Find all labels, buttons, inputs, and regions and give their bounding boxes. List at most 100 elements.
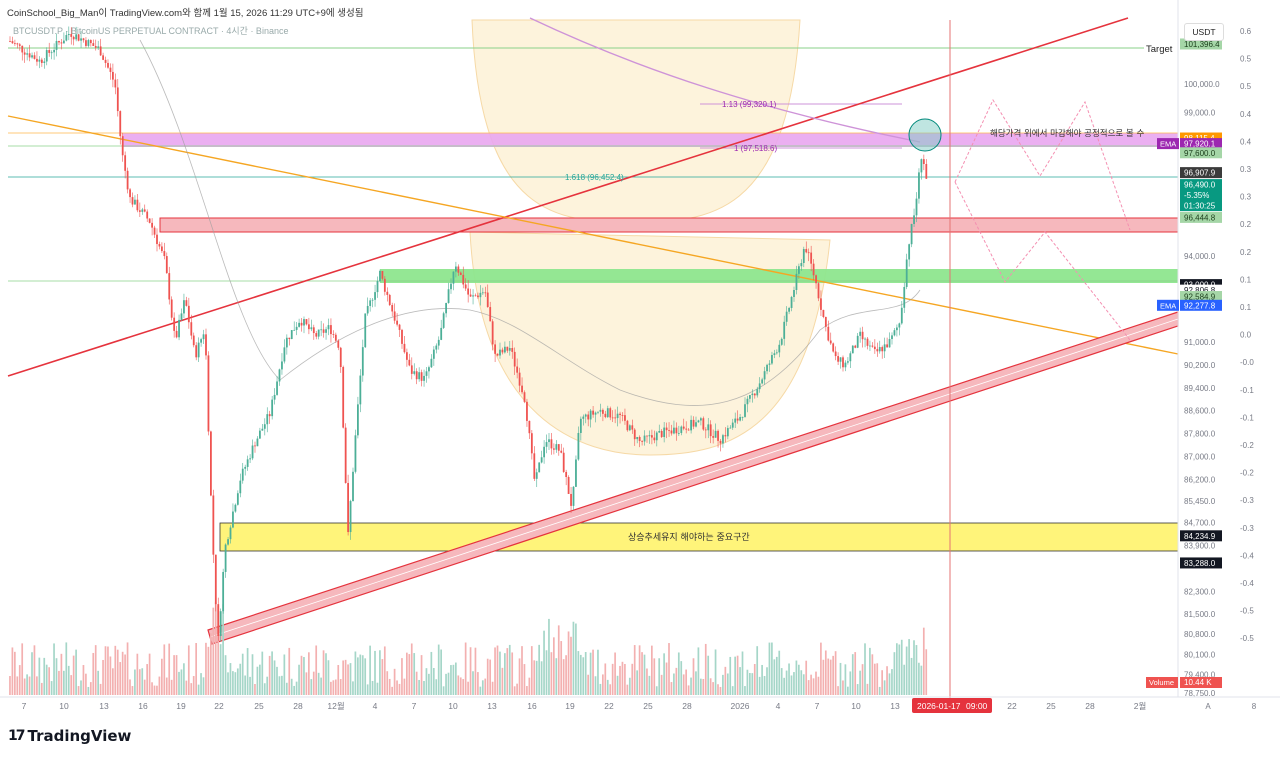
volume-bar [366,684,369,695]
yellow-support-zone[interactable] [219,522,1179,552]
volume-bar [584,652,587,695]
candle-body [437,339,440,346]
candle-body [94,45,97,48]
candle-body [513,351,516,367]
price-label-box [1180,200,1222,212]
candle-body [589,410,592,420]
volume-bar [104,646,107,695]
orange-descending-line[interactable] [7,115,1179,355]
volume-bar [675,667,678,695]
date-marker-date: 2026-01-17 [917,701,961,711]
volume-bar [129,679,131,695]
volume-bar [425,668,428,695]
candle-body [187,305,190,323]
candle-body [496,353,499,356]
candle-body [126,170,129,190]
candle-body [102,55,104,60]
secondary-scale-label: -0.5 [1240,607,1254,616]
volume-bar [183,663,185,695]
volume-bar [136,653,139,695]
candle-body [658,430,661,433]
candle-body [810,252,813,264]
volume-bar [273,660,276,695]
symbol-text: BTCUSDT.P · BitcoinUS PERPETUAL CONTRACT… [13,26,289,36]
candle-body [550,439,553,449]
candle-body [504,346,506,353]
price-label: 92,806.8 [1184,286,1216,295]
candle-body [619,413,621,416]
volume-bar [14,651,16,695]
volume-bar [207,646,210,695]
candle-body [918,172,920,199]
volume-bar [817,676,820,695]
upper-red-trendline[interactable] [7,17,1129,377]
red-resistance-zone[interactable] [159,217,1179,233]
tradingview-logo[interactable]: 17 TradingView [8,726,131,746]
candle-body [121,136,124,156]
candle-body [626,420,629,431]
candle-body [214,554,217,605]
candle-body [707,424,710,431]
candle-body [136,199,139,211]
price-tick-label: 99,000.0 [1184,109,1216,118]
volume-bar [925,649,928,695]
volume-bar [570,636,572,695]
candle-body [386,291,389,295]
price-axis[interactable]: 100,000.0 99,000.0 94,000.0 91,000.0 90,200.… [1177,0,1220,698]
green-support-zone[interactable] [380,269,1178,283]
volume-bar [393,668,396,695]
volume-bar [729,656,732,695]
candle-body [75,34,78,40]
currency-badge[interactable]: USDT [1184,23,1224,41]
volume-bar [878,686,881,695]
volume-bar [170,679,173,695]
volume-bar [43,657,46,695]
purple-ema-curve [529,17,921,143]
candle-body [330,325,332,335]
candle-body [878,347,881,352]
candle-body [170,299,173,318]
candle-body [430,358,433,368]
candle-body [256,438,259,447]
volume-bar [45,664,48,695]
price-tick-label: 87,000.0 [1184,453,1216,462]
candle-body [175,330,178,338]
candle-body [925,163,928,179]
volume-bar [261,651,264,695]
candle-body [40,59,43,63]
candle-body [736,418,739,421]
volume-bar [597,649,599,695]
candle-body [540,457,543,463]
time-axis[interactable]: 7 10 13 16 19 22 25 28 12월 4 7 10 13 16 19 22 25 28 2026 4 7… [22,701,1257,711]
forecast-up-path[interactable] [954,98,1131,231]
candle-body [381,270,384,279]
volume-value: 10.44 K [1184,678,1212,687]
time-scale-button[interactable]: 8 [1252,702,1257,711]
reference-lines [8,47,1178,282]
volume-bar [643,654,646,695]
date-marker-box[interactable] [912,698,992,713]
time-tick-label: 25 [254,701,264,711]
time-scale-button[interactable]: A [1205,702,1211,711]
candle-body [60,42,63,44]
volume-bar [357,657,359,695]
candle-body [143,209,146,212]
candle-body [18,44,21,46]
candle-body [526,401,528,421]
candle-body [700,418,702,421]
volume-bar [807,680,810,695]
candle-body [866,338,869,346]
volume-bar [565,655,567,695]
highlight-circle[interactable] [908,118,942,152]
secondary-scale-label: -0.3 [1240,524,1254,533]
volume-bar [75,649,77,695]
candle-body [205,334,207,356]
secondary-scale-label: 0.1 [1240,275,1252,284]
volume-bar [594,676,597,695]
volume-bar [550,652,553,695]
candle-body [856,335,859,348]
forecast-down-path[interactable] [954,181,1131,341]
candle-body [410,365,413,374]
volume-bar [432,668,435,695]
